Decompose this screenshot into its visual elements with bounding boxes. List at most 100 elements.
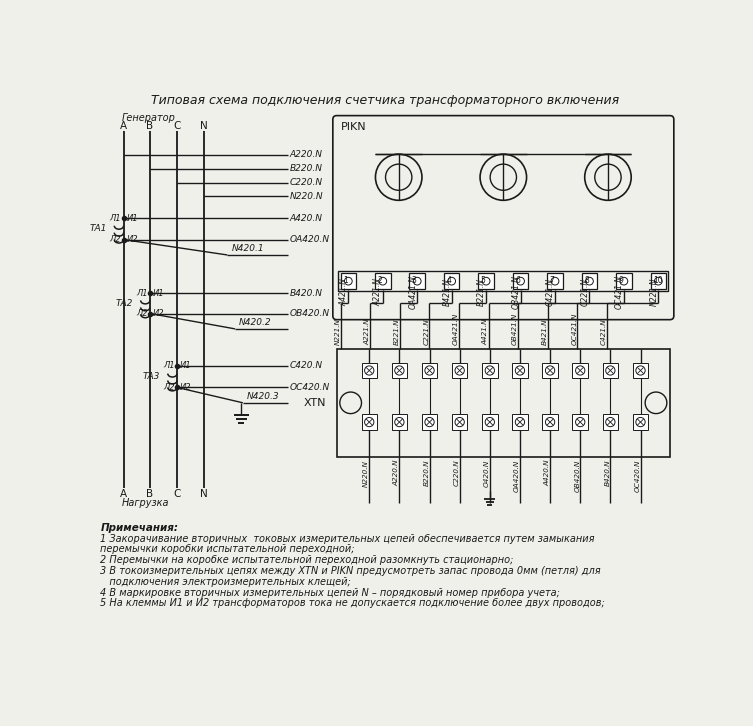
Bar xyxy=(602,415,618,430)
Text: C: C xyxy=(173,489,181,499)
Text: И1: И1 xyxy=(127,213,139,223)
Bar xyxy=(547,274,562,289)
Text: A: A xyxy=(120,121,127,131)
Text: И1: И1 xyxy=(153,289,165,298)
Text: N: N xyxy=(200,121,208,131)
Text: Л2: Л2 xyxy=(136,309,148,318)
Text: B421.N: B421.N xyxy=(541,319,547,345)
Text: OB420.N: OB420.N xyxy=(575,460,581,492)
Bar xyxy=(602,363,618,378)
Bar xyxy=(572,363,588,378)
Bar xyxy=(616,274,632,289)
Text: Л2: Л2 xyxy=(110,235,121,244)
Bar xyxy=(452,363,468,378)
Text: OB420.N: OB420.N xyxy=(289,309,330,318)
Bar xyxy=(542,415,558,430)
Text: C: C xyxy=(173,121,181,131)
Bar xyxy=(482,363,498,378)
Text: ТА1: ТА1 xyxy=(89,224,106,233)
Text: подключения электроизмерительных клещей;: подключения электроизмерительных клещей; xyxy=(100,577,351,587)
Bar xyxy=(422,363,437,378)
Bar xyxy=(361,415,377,430)
Bar xyxy=(452,415,468,430)
Text: B420.N: B420.N xyxy=(289,289,322,298)
Text: 2: 2 xyxy=(377,276,382,285)
Text: OB421.N: OB421.N xyxy=(511,275,520,309)
Text: N220.N: N220.N xyxy=(289,192,323,201)
Text: C220.N: C220.N xyxy=(289,178,322,187)
Bar xyxy=(444,274,459,289)
Text: N220.N: N220.N xyxy=(363,460,369,486)
Text: B221.N: B221.N xyxy=(394,319,400,345)
Text: Примечания:: Примечания: xyxy=(100,523,178,533)
Bar xyxy=(633,415,648,430)
Bar xyxy=(478,274,494,289)
Text: OC421.N: OC421.N xyxy=(615,275,624,309)
Bar xyxy=(392,415,407,430)
Bar xyxy=(513,274,529,289)
Bar xyxy=(375,274,391,289)
Text: N221.N: N221.N xyxy=(649,277,658,306)
Text: Л1: Л1 xyxy=(136,289,148,298)
Text: B220.N: B220.N xyxy=(289,164,322,174)
Text: Генератор: Генератор xyxy=(122,113,176,123)
Bar xyxy=(512,363,528,378)
Text: OA420.N: OA420.N xyxy=(514,460,520,492)
Text: 5: 5 xyxy=(480,276,486,285)
Text: B221.N: B221.N xyxy=(477,278,486,306)
Bar xyxy=(651,274,666,289)
Text: C421.N: C421.N xyxy=(601,319,607,345)
Bar xyxy=(422,415,437,430)
Text: 3 В токоизмерительных цепях между XTN и PIKN предусмотреть запас провода 0мм (пе: 3 В токоизмерительных цепях между XTN и … xyxy=(100,566,601,576)
Text: И2: И2 xyxy=(180,383,192,392)
Bar xyxy=(482,415,498,430)
Text: A420.N: A420.N xyxy=(544,460,550,486)
Text: C421.N: C421.N xyxy=(546,278,555,306)
Bar xyxy=(542,363,558,378)
Text: N221.N: N221.N xyxy=(334,318,340,345)
Text: Типовая схема подключения счетчика трансформаторного включения: Типовая схема подключения счетчика транс… xyxy=(151,94,620,107)
Text: C420.N: C420.N xyxy=(289,362,322,370)
Text: A421.N: A421.N xyxy=(340,278,349,306)
Text: B220.N: B220.N xyxy=(423,460,429,486)
Bar xyxy=(512,415,528,430)
Text: 5 На клеммы И1 и И2 трансформаторов тока не допускается подключение более двух п: 5 На клеммы И1 и И2 трансформаторов тока… xyxy=(100,598,605,608)
Text: A220.N: A220.N xyxy=(289,150,322,160)
Text: Нагрузка: Нагрузка xyxy=(122,498,169,508)
Text: 4: 4 xyxy=(447,276,451,285)
Text: 2 Перемычки на коробке испытательной переходной разомкнуть стационарно;: 2 Перемычки на коробке испытательной пер… xyxy=(100,555,514,566)
Text: N420.2: N420.2 xyxy=(239,319,272,327)
Text: B420.N: B420.N xyxy=(605,460,611,486)
Text: 10: 10 xyxy=(653,276,663,285)
Text: OB421.N: OB421.N xyxy=(512,313,518,345)
Text: B421.N: B421.N xyxy=(443,278,452,306)
Text: A: A xyxy=(120,489,127,499)
Text: Л2: Л2 xyxy=(163,383,175,392)
Bar xyxy=(340,274,356,289)
Text: 9: 9 xyxy=(618,276,623,285)
Text: O420.N: O420.N xyxy=(484,460,489,487)
Text: 6: 6 xyxy=(515,276,520,285)
Bar xyxy=(581,274,597,289)
Text: 7: 7 xyxy=(550,276,554,285)
Bar xyxy=(338,271,669,291)
Text: 1 Закорачивание вторичных  токовых измерительных цепей обеспечивается путем замы: 1 Закорачивание вторичных токовых измери… xyxy=(100,534,595,544)
Text: PIKN: PIKN xyxy=(340,122,366,132)
Bar xyxy=(572,415,588,430)
Bar xyxy=(337,349,670,457)
Text: OA421.N: OA421.N xyxy=(453,313,459,345)
Text: ТА2: ТА2 xyxy=(115,299,133,308)
Text: XTN: XTN xyxy=(303,398,326,408)
Text: B: B xyxy=(146,121,154,131)
Text: A421.N: A421.N xyxy=(483,319,489,345)
Text: A221.N: A221.N xyxy=(373,278,383,306)
Text: 4 В маркировке вторичных измерительных цепей N – порядковый номер прибора учета;: 4 В маркировке вторичных измерительных ц… xyxy=(100,587,560,597)
Text: OA420.N: OA420.N xyxy=(289,235,330,244)
Text: И2: И2 xyxy=(127,235,139,244)
Bar xyxy=(633,363,648,378)
Text: C220.N: C220.N xyxy=(453,460,459,486)
Text: N420.1: N420.1 xyxy=(231,245,264,253)
Text: ТА3: ТА3 xyxy=(142,372,160,381)
Bar xyxy=(392,363,407,378)
Text: И2: И2 xyxy=(153,309,165,318)
